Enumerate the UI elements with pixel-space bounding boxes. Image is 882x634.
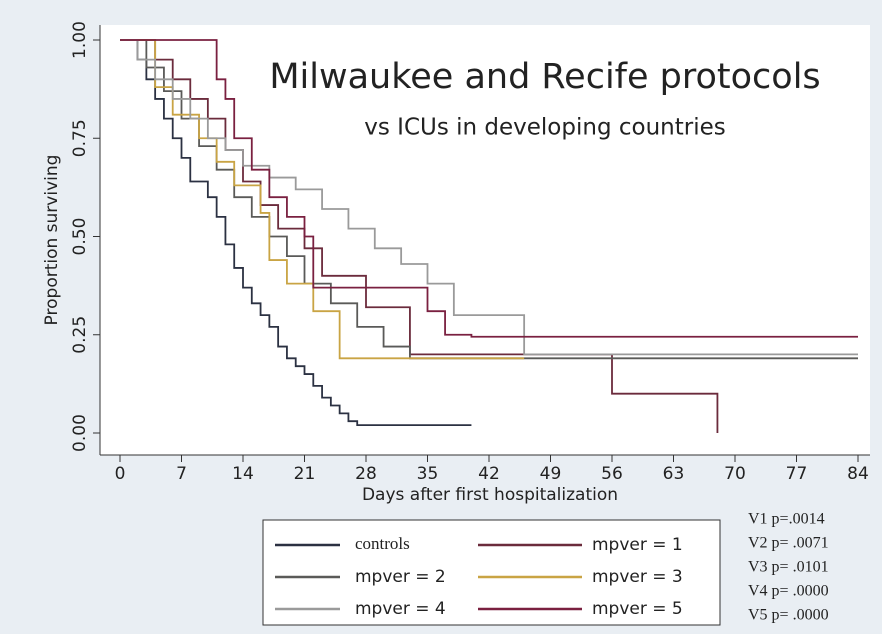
x-tick-label: 70 <box>724 464 746 484</box>
plot-area <box>100 25 870 455</box>
x-tick-label: 7 <box>176 464 187 484</box>
x-tick-label: 77 <box>786 464 808 484</box>
annotation: V5 p= .0000 <box>748 607 829 624</box>
x-tick-label: 21 <box>294 464 316 484</box>
x-tick-label: 49 <box>540 464 562 484</box>
x-tick-label: 63 <box>663 464 685 484</box>
survival-curve <box>120 39 525 360</box>
x-axis-label: Days after first hospitalization <box>362 485 618 505</box>
legend-label: controls <box>355 534 410 553</box>
x-tick-label: 56 <box>601 464 623 484</box>
legend <box>262 519 721 626</box>
y-axis-label: Proportion surviving <box>42 155 62 326</box>
y-tick-label: 0.50 <box>70 218 90 256</box>
x-tick-label: 28 <box>355 464 377 484</box>
legend-label: mpver = 5 <box>592 599 683 619</box>
x-tick-label: 14 <box>232 464 254 484</box>
annotation: V3 p= .0101 <box>748 559 829 576</box>
survival-curve <box>120 39 858 338</box>
x-tick-label: 0 <box>115 464 126 484</box>
legend-label: mpver = 4 <box>355 599 446 619</box>
legend-label: mpver = 3 <box>592 567 683 587</box>
y-tick-label: 0.25 <box>70 316 90 354</box>
chart-title: Milwaukee and Recife protocols <box>269 57 820 97</box>
x-tick-label: 42 <box>478 464 500 484</box>
survival-curve <box>120 39 472 427</box>
x-tick-label: 84 <box>847 464 869 484</box>
legend-label: mpver = 1 <box>592 535 683 555</box>
annotation: V4 p= .0000 <box>748 583 829 600</box>
survival-curve <box>120 39 858 360</box>
annotation: V2 p= .0071 <box>748 535 829 552</box>
legend-label: mpver = 2 <box>355 567 446 587</box>
y-tick-label: 1.00 <box>70 21 90 59</box>
x-tick-label: 35 <box>417 464 439 484</box>
chart-subtitle: vs ICUs in developing countries <box>364 115 725 141</box>
y-tick-label: 0.00 <box>70 414 90 452</box>
annotation: V1 p=.0014 <box>748 511 825 528</box>
survival-curve <box>120 39 858 356</box>
y-tick-label: 0.75 <box>70 119 90 157</box>
